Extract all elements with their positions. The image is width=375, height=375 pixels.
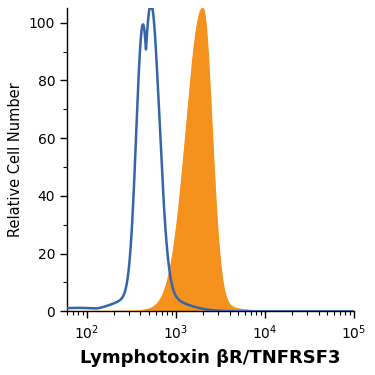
Y-axis label: Relative Cell Number: Relative Cell Number: [8, 82, 23, 237]
X-axis label: Lymphotoxin βR/TNFRSF3: Lymphotoxin βR/TNFRSF3: [80, 349, 341, 367]
